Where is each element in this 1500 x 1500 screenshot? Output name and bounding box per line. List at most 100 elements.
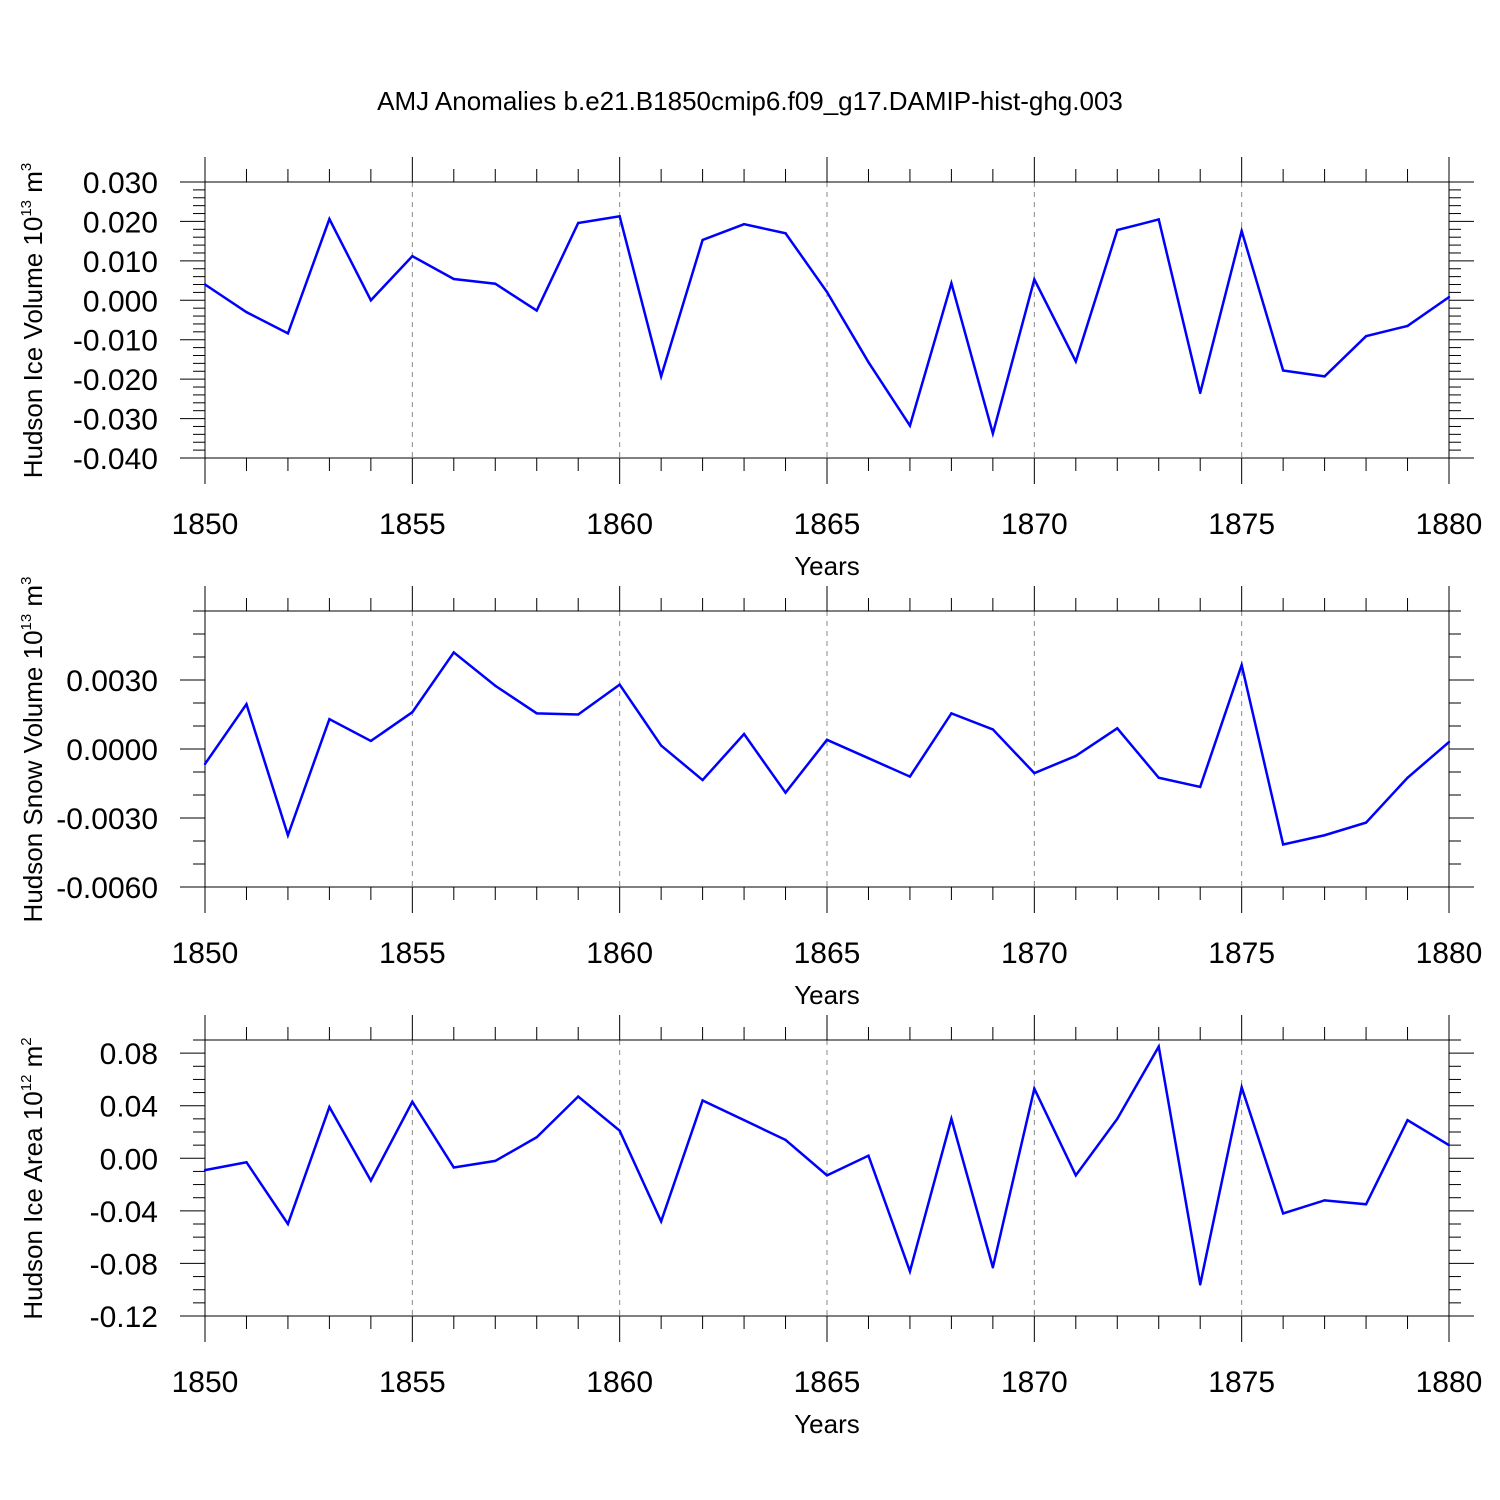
y-tick-label: 0.000 bbox=[83, 285, 158, 318]
data-point bbox=[659, 744, 663, 747]
data-point bbox=[203, 1168, 207, 1172]
ice-area-panel: 1850 1855 1860 1865 1870 1875 1880 Years -0.12 -0… bbox=[18, 1015, 1482, 1439]
data-point bbox=[1116, 1117, 1119, 1121]
data-point bbox=[618, 215, 621, 218]
data-point bbox=[1406, 776, 1409, 779]
data-point bbox=[742, 222, 746, 226]
y-tick-label: 0.0030 bbox=[66, 665, 158, 698]
y-axis-label: Hudson Ice Volume 1013 m3 bbox=[18, 163, 48, 479]
data-point bbox=[867, 1154, 870, 1157]
data-point bbox=[245, 310, 248, 314]
y-tick-label: 0.0000 bbox=[66, 734, 158, 767]
snow-volume-panel: 1850 1855 1860 1865 1870 1875 1880 Years -0.0060… bbox=[18, 577, 1482, 1010]
data-point bbox=[1406, 324, 1409, 328]
x-tick-label: 1855 bbox=[379, 508, 446, 541]
data-point bbox=[535, 309, 538, 312]
y-axis-label-text: Hudson Ice Volume 10 bbox=[18, 217, 48, 479]
y-axis-label-unit-exponent: 2 bbox=[18, 1037, 35, 1045]
data-point bbox=[1323, 375, 1326, 378]
data-point bbox=[1364, 1203, 1368, 1206]
y-axis-label-exponent: 13 bbox=[18, 200, 35, 217]
y-tick-label: -0.030 bbox=[73, 404, 158, 437]
x-tick-label: 1880 bbox=[1416, 1366, 1483, 1399]
data-point bbox=[908, 1270, 912, 1273]
y-tick-label: -0.040 bbox=[73, 443, 158, 476]
y-tick-label: 0.010 bbox=[83, 246, 158, 279]
data-point bbox=[784, 1138, 787, 1142]
data-point bbox=[494, 684, 497, 687]
data-point bbox=[825, 738, 829, 741]
data-point bbox=[577, 1095, 580, 1098]
data-point bbox=[1281, 843, 1285, 846]
x-tick-label: 1865 bbox=[794, 508, 861, 541]
y-tick-label: -0.04 bbox=[90, 1196, 158, 1229]
data-point bbox=[908, 775, 912, 778]
data-point bbox=[991, 728, 995, 731]
data-point bbox=[1323, 834, 1326, 837]
y-axis-label-text: Hudson Ice Area 10 bbox=[18, 1091, 48, 1319]
data-point bbox=[867, 360, 870, 364]
data-point bbox=[825, 290, 829, 294]
data-point bbox=[286, 834, 290, 837]
data-point bbox=[286, 332, 290, 335]
x-tick-label: 1860 bbox=[586, 508, 653, 541]
data-point bbox=[1074, 360, 1078, 363]
data-point bbox=[1447, 295, 1451, 299]
data-point bbox=[1033, 278, 1036, 281]
data-point bbox=[411, 711, 414, 714]
panels: 1850 1855 1860 1865 1870 1875 1880 Years -0.040 -… bbox=[18, 157, 1482, 1439]
x-tick-label: 1880 bbox=[1416, 508, 1483, 541]
data-point bbox=[1199, 1283, 1202, 1286]
x-tick-label: 1870 bbox=[1001, 508, 1068, 541]
data-point bbox=[245, 1161, 248, 1164]
data-point bbox=[825, 1174, 829, 1177]
data-point bbox=[369, 1179, 373, 1182]
data-point bbox=[950, 282, 953, 285]
data-point bbox=[286, 1222, 290, 1226]
data-point bbox=[1033, 1087, 1036, 1090]
data-point bbox=[784, 791, 787, 794]
data-point bbox=[411, 254, 414, 258]
x-tick-label: 1855 bbox=[379, 937, 446, 970]
data-point bbox=[577, 221, 580, 225]
data-point bbox=[577, 713, 580, 716]
y-axis-label-unit-exponent: 3 bbox=[18, 577, 35, 585]
data-point bbox=[701, 1099, 704, 1102]
data-point bbox=[618, 683, 621, 686]
x-tick-label: 1860 bbox=[586, 1366, 653, 1399]
x-tick-label: 1875 bbox=[1208, 937, 1275, 970]
x-tick-label: 1870 bbox=[1001, 937, 1068, 970]
y-axis-label-unit-exponent: 3 bbox=[18, 163, 35, 171]
y-tick-label: 0.08 bbox=[100, 1038, 158, 1071]
x-tick-label: 1855 bbox=[379, 1366, 446, 1399]
data-point bbox=[1240, 663, 1243, 667]
data-point bbox=[411, 1100, 414, 1103]
data-point bbox=[867, 757, 870, 760]
data-point bbox=[950, 712, 953, 715]
data-point bbox=[991, 432, 995, 435]
x-axis-label: Years bbox=[794, 551, 860, 581]
data-point bbox=[1157, 776, 1160, 779]
y-axis-label-exponent: 12 bbox=[18, 1075, 35, 1092]
data-point bbox=[1240, 229, 1243, 233]
y-tick-label: -0.0030 bbox=[56, 803, 158, 836]
data-point bbox=[1281, 1212, 1285, 1215]
data-point bbox=[452, 1166, 455, 1169]
data-point bbox=[1116, 727, 1119, 730]
x-axis-label: Years bbox=[794, 1409, 860, 1439]
y-axis-label-text: Hudson Snow Volume 10 bbox=[18, 630, 48, 922]
data-point bbox=[452, 277, 455, 281]
y-tick-label: -0.12 bbox=[90, 1301, 158, 1334]
y-tick-label: 0.04 bbox=[100, 1091, 158, 1124]
data-point bbox=[328, 1105, 331, 1109]
ice-volume-panel: 1850 1855 1860 1865 1870 1875 1880 Years -0.040 -… bbox=[18, 157, 1482, 581]
y-axis-label-exponent: 13 bbox=[18, 614, 35, 631]
data-point bbox=[1199, 785, 1202, 789]
data-point bbox=[1157, 218, 1160, 221]
data-point bbox=[203, 283, 207, 286]
data-point bbox=[245, 702, 248, 706]
data-point bbox=[328, 717, 331, 721]
data-point bbox=[1281, 369, 1285, 372]
data-point bbox=[1364, 334, 1368, 338]
